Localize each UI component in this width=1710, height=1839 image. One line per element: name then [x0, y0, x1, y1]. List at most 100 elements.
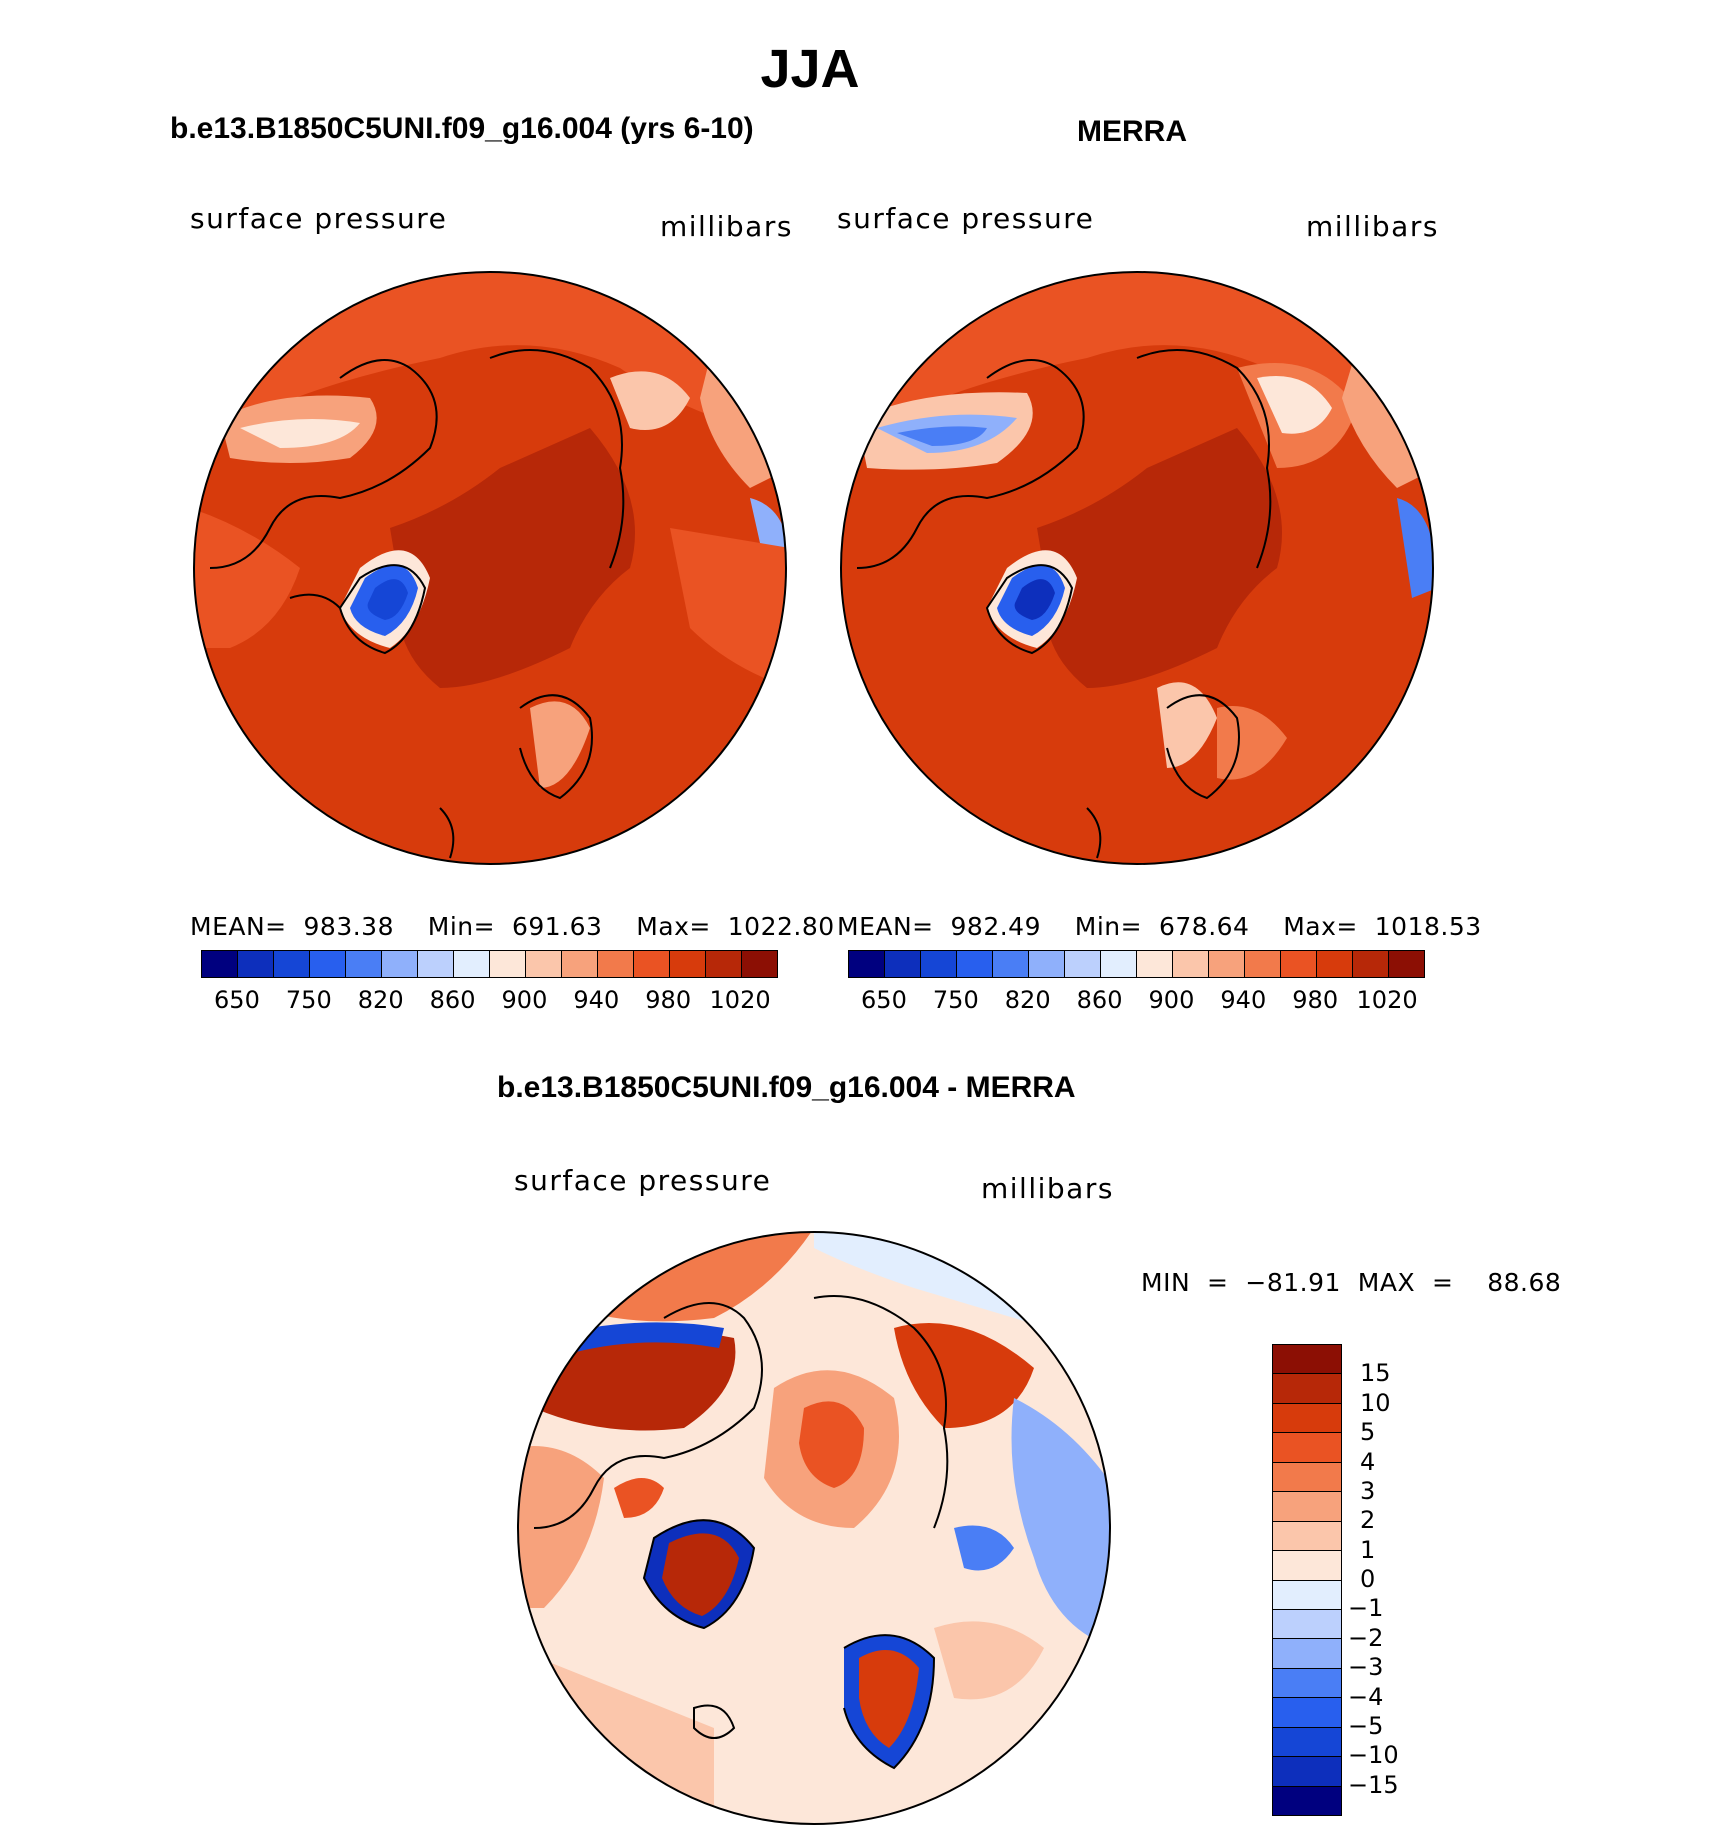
- colorbar-swatch: [454, 951, 490, 977]
- colorbar-swatch: [1273, 1580, 1341, 1610]
- colorbar-swatch: [562, 951, 598, 977]
- colorbar-swatch: [1273, 1462, 1341, 1493]
- diff-colorbar-ticks: 15 10 5 4 3 2 1 0 −1 −2 −3 −4 −5 −10 −15: [1348, 1344, 1472, 1814]
- colorbar-swatch: [418, 951, 454, 977]
- colorbar-swatch: [310, 951, 346, 977]
- colorbar-tick-label: 940: [573, 986, 620, 1014]
- colorbar-tick-label: 1: [1360, 1535, 1376, 1564]
- colorbar-tick-label: 860: [1076, 986, 1123, 1014]
- diff-right-label: millibars: [981, 1172, 1114, 1205]
- panel1-colorbar-ticks: 650 750 820 860 900 940 980 1020: [201, 986, 776, 1016]
- colorbar-swatch: [1281, 951, 1317, 977]
- colorbar-swatch: [921, 951, 957, 977]
- panel1-right-label: millibars: [660, 210, 793, 243]
- colorbar-swatch: [1209, 951, 1245, 977]
- colorbar-tick-label: −15: [1348, 1770, 1399, 1799]
- colorbar-swatch: [1273, 1639, 1341, 1669]
- colorbar-swatch: [1065, 951, 1101, 977]
- panel1-colorbar: [201, 950, 778, 978]
- colorbar-tick-label: 900: [1148, 986, 1195, 1014]
- colorbar-swatch: [634, 951, 670, 977]
- colorbar-swatch: [346, 951, 382, 977]
- panel1-polar-map: [193, 271, 787, 865]
- colorbar-swatch: [526, 951, 562, 977]
- colorbar-swatch: [1273, 1698, 1341, 1728]
- colorbar-swatch: [1273, 1521, 1341, 1552]
- colorbar-tick-label: 0: [1360, 1565, 1376, 1593]
- colorbar-swatch: [1317, 951, 1353, 977]
- colorbar-swatch: [598, 951, 634, 977]
- colorbar-tick-label: 860: [429, 986, 476, 1014]
- colorbar-tick-label: 650: [214, 986, 260, 1014]
- colorbar-swatch: [1273, 1492, 1341, 1522]
- colorbar-swatch: [849, 951, 885, 977]
- colorbar-swatch: [993, 951, 1029, 977]
- diff-left-label: surface pressure: [514, 1164, 772, 1197]
- colorbar-swatch: [490, 951, 526, 977]
- colorbar-swatch: [670, 951, 706, 977]
- diff-polar-map: [517, 1231, 1111, 1825]
- colorbar-tick-label: 1020: [709, 986, 771, 1014]
- colorbar-swatch: [742, 951, 777, 977]
- colorbar-swatch: [1101, 951, 1137, 977]
- colorbar-tick-label: 980: [645, 986, 692, 1014]
- colorbar-tick-label: 650: [861, 986, 907, 1014]
- panel2-right-label: millibars: [1306, 210, 1439, 243]
- panel2-title: MERRA: [1077, 115, 1187, 148]
- colorbar-tick-label: −5: [1348, 1711, 1384, 1740]
- colorbar-tick-label: 940: [1220, 986, 1267, 1014]
- colorbar-swatch: [274, 951, 310, 977]
- colorbar-tick-label: 10: [1360, 1388, 1391, 1417]
- colorbar-tick-label: −4: [1348, 1682, 1384, 1711]
- colorbar-tick-label: −2: [1348, 1623, 1384, 1652]
- colorbar-swatch: [1273, 1609, 1341, 1640]
- colorbar-swatch: [1273, 1727, 1341, 1758]
- colorbar-tick-label: 820: [357, 986, 404, 1014]
- colorbar-tick-label: −10: [1348, 1741, 1399, 1770]
- colorbar-tick-label: 4: [1360, 1447, 1376, 1476]
- colorbar-swatch: [1029, 951, 1065, 977]
- panel2-left-label: surface pressure: [837, 202, 1095, 235]
- colorbar-tick-label: 15: [1360, 1359, 1391, 1388]
- colorbar-tick-label: 5: [1360, 1418, 1376, 1447]
- colorbar-swatch: [1353, 951, 1389, 977]
- colorbar-swatch: [1389, 951, 1424, 977]
- colorbar-swatch: [1245, 951, 1281, 977]
- colorbar-tick-label: 1020: [1356, 986, 1418, 1014]
- panel1-left-label: surface pressure: [190, 202, 448, 235]
- colorbar-tick-label: 900: [501, 986, 548, 1014]
- colorbar-tick-label: −1: [1348, 1594, 1384, 1623]
- colorbar-swatch: [706, 951, 742, 977]
- colorbar-swatch: [957, 951, 993, 977]
- colorbar-swatch: [1273, 1433, 1341, 1463]
- panel1-title: b.e13.B1850C5UNI.f09_g16.004 (yrs 6-10): [170, 112, 754, 145]
- panel2-colorbar: [848, 950, 1425, 978]
- panel1-stats: MEAN= 983.38 Min= 691.63 Max= 1022.80: [190, 912, 835, 941]
- colorbar-tick-label: −3: [1348, 1653, 1384, 1682]
- colorbar-tick-label: 3: [1360, 1476, 1376, 1505]
- colorbar-swatch: [1273, 1345, 1341, 1375]
- panel2-colorbar-ticks: 650 750 820 860 900 940 980 1020: [848, 986, 1423, 1016]
- colorbar-swatch: [1273, 1403, 1341, 1434]
- colorbar-swatch: [238, 951, 274, 977]
- colorbar-tick-label: 820: [1004, 986, 1051, 1014]
- colorbar-tick-label: 750: [932, 986, 979, 1014]
- colorbar-swatch: [885, 951, 921, 977]
- colorbar-swatch: [1137, 951, 1173, 977]
- colorbar-swatch: [1273, 1786, 1341, 1815]
- colorbar-swatch: [1273, 1551, 1341, 1581]
- figure-title: JJA: [760, 39, 860, 99]
- diff-colorbar: [1272, 1344, 1342, 1816]
- colorbar-tick-label: 2: [1360, 1506, 1376, 1535]
- panel2-stats: MEAN= 982.49 Min= 678.64 Max= 1018.53: [837, 912, 1482, 941]
- colorbar-swatch: [1273, 1668, 1341, 1699]
- diff-minmax: MIN = −81.91 MAX = 88.68: [1141, 1268, 1562, 1297]
- colorbar-tick-label: 980: [1292, 986, 1339, 1014]
- colorbar-swatch: [382, 951, 418, 977]
- colorbar-swatch: [1273, 1374, 1341, 1404]
- colorbar-swatch: [1273, 1757, 1341, 1787]
- diff-title: b.e13.B1850C5UNI.f09_g16.004 - MERRA: [497, 1071, 1076, 1104]
- colorbar-tick-label: 750: [285, 986, 332, 1014]
- colorbar-swatch: [1173, 951, 1209, 977]
- colorbar-swatch: [202, 951, 238, 977]
